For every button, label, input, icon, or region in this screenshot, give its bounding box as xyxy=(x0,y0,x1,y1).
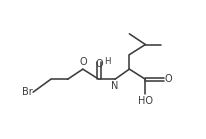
Text: O: O xyxy=(164,74,171,84)
Text: H: H xyxy=(104,57,110,66)
Text: O: O xyxy=(79,57,86,67)
Text: N: N xyxy=(111,81,118,91)
Text: O: O xyxy=(95,59,102,70)
Text: HO: HO xyxy=(137,96,152,106)
Text: Br: Br xyxy=(21,87,32,97)
